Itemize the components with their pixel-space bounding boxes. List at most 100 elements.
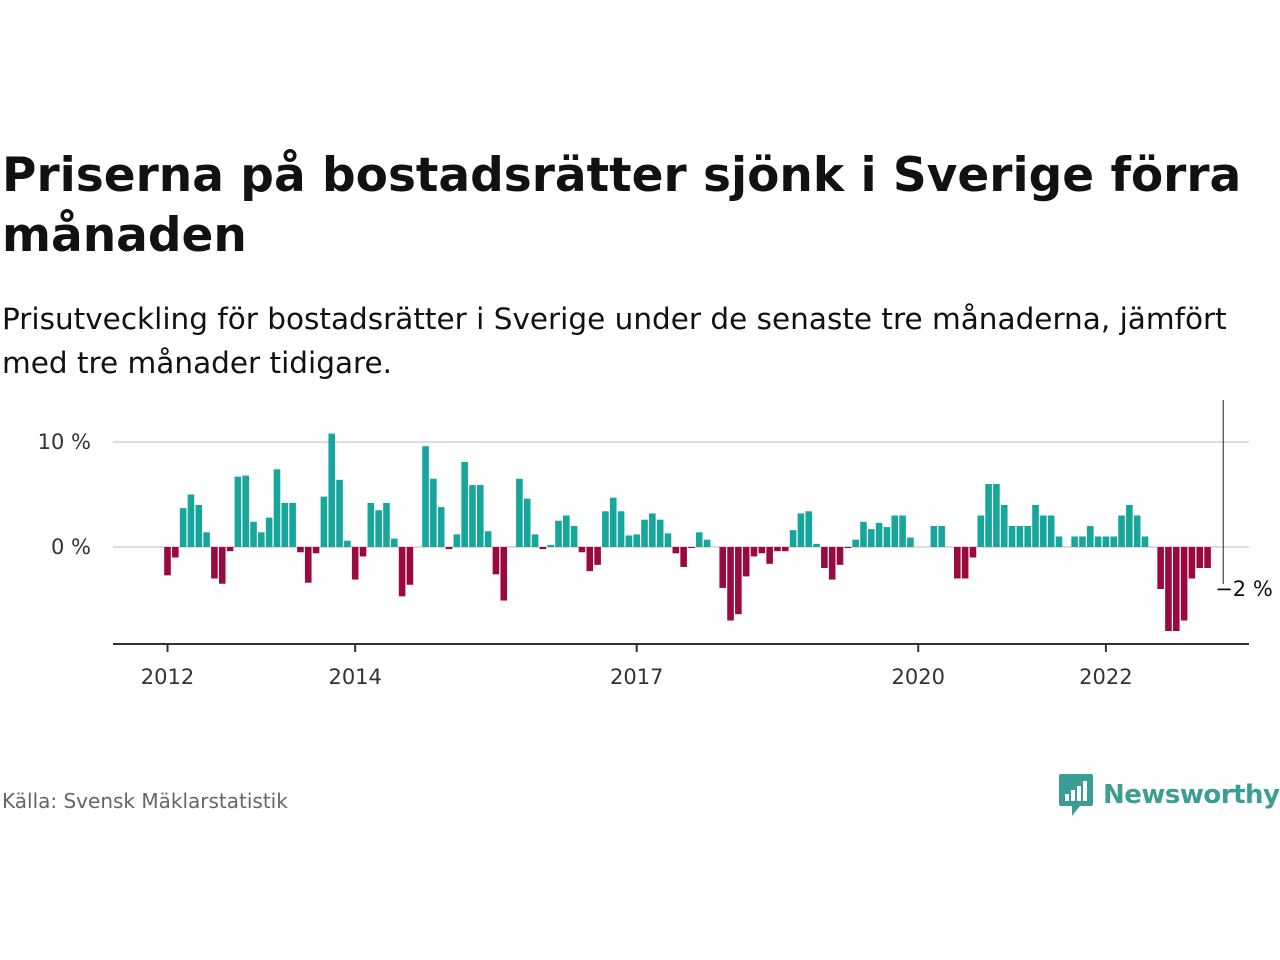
bar (1000, 505, 1008, 547)
bar (805, 511, 813, 547)
bar (1040, 515, 1047, 547)
bar (547, 544, 554, 547)
bar (672, 547, 680, 554)
bar (703, 539, 711, 547)
bar (570, 526, 578, 547)
bar (539, 547, 547, 550)
bar (289, 502, 296, 547)
bar (367, 502, 375, 547)
bar (1172, 547, 1180, 631)
bar (985, 484, 992, 547)
bar (930, 526, 938, 547)
bar (398, 547, 406, 597)
bar (258, 532, 265, 547)
source-note: Källa: Svensk Mäklarstatistik (2, 789, 288, 813)
bar (578, 547, 586, 553)
bar (875, 522, 883, 547)
bar (320, 496, 328, 547)
x-tick-label: 2022 (1079, 665, 1132, 689)
bar (586, 547, 594, 572)
bar (359, 547, 367, 557)
bar (1047, 515, 1055, 547)
bar (203, 532, 210, 547)
bar (680, 547, 687, 567)
bar (1094, 536, 1102, 547)
bar (1024, 526, 1031, 547)
bar (1133, 515, 1141, 547)
bar (437, 507, 445, 547)
bar (750, 547, 758, 557)
annotation-label: −2 % (1215, 577, 1273, 601)
bar (563, 515, 570, 547)
bar (977, 515, 985, 547)
x-tick-label: 2017 (610, 665, 663, 689)
bar (868, 529, 875, 547)
bar (1126, 505, 1133, 547)
bar (954, 547, 961, 579)
bar (406, 547, 414, 585)
bar (195, 505, 203, 547)
bar (445, 547, 453, 550)
bar (641, 519, 648, 547)
bar (344, 540, 351, 547)
bar (797, 513, 805, 547)
bar (836, 547, 844, 565)
bar (226, 547, 234, 552)
bar (852, 539, 859, 547)
bar (453, 534, 461, 547)
bar (891, 515, 899, 547)
bar (500, 547, 508, 601)
bar (1079, 536, 1086, 547)
bar (477, 485, 484, 547)
bar (1102, 536, 1110, 547)
bar (304, 547, 312, 583)
bar (555, 520, 562, 547)
bar (484, 531, 492, 547)
bar (1204, 547, 1211, 568)
bar (758, 547, 766, 554)
x-ticks: 2012 2014 2017 2020 2022 (141, 645, 1133, 689)
bar (1055, 536, 1063, 547)
bar (516, 478, 523, 547)
bar (719, 547, 727, 588)
bar (1110, 536, 1118, 547)
y-tick-label: 10 % (38, 430, 91, 454)
newsworthy-brand: Newsworthy (1058, 772, 1280, 818)
bar (938, 526, 945, 547)
bar (312, 547, 320, 554)
bar (899, 515, 906, 547)
bar (1118, 515, 1125, 547)
bar (187, 494, 195, 547)
x-tick-label: 2014 (328, 665, 381, 689)
bar (609, 497, 617, 547)
bar (774, 547, 781, 552)
bar (523, 498, 531, 547)
bar (594, 547, 601, 565)
y-tick-labels: 10 % 0 % (38, 430, 91, 559)
bar (602, 511, 609, 547)
bar (469, 485, 476, 547)
bar (656, 519, 664, 547)
bar (1086, 526, 1094, 547)
bar (860, 521, 867, 547)
bar (961, 547, 969, 579)
bar (625, 535, 633, 547)
bar (883, 527, 891, 547)
bar (1157, 547, 1164, 589)
x-tick-label: 2012 (141, 665, 194, 689)
bar (1180, 547, 1188, 621)
chart-subtitle: Prisutveckling för bostadsrätter i Sveri… (2, 302, 1227, 380)
chart-title: Priserna på bostadsrätter sjönk i Sverig… (2, 148, 1242, 263)
bar (1141, 536, 1149, 547)
bar (328, 433, 336, 547)
bar (211, 547, 218, 579)
bar (789, 530, 797, 547)
bar (351, 547, 359, 580)
bars (164, 433, 1211, 631)
bar (695, 532, 703, 547)
bar (164, 547, 171, 576)
bar-chart: 10 % 0 % 2012 2014 2017 2020 2022 −2 % (38, 400, 1275, 689)
bar (242, 475, 249, 547)
bar (218, 547, 226, 584)
bar (422, 446, 429, 547)
